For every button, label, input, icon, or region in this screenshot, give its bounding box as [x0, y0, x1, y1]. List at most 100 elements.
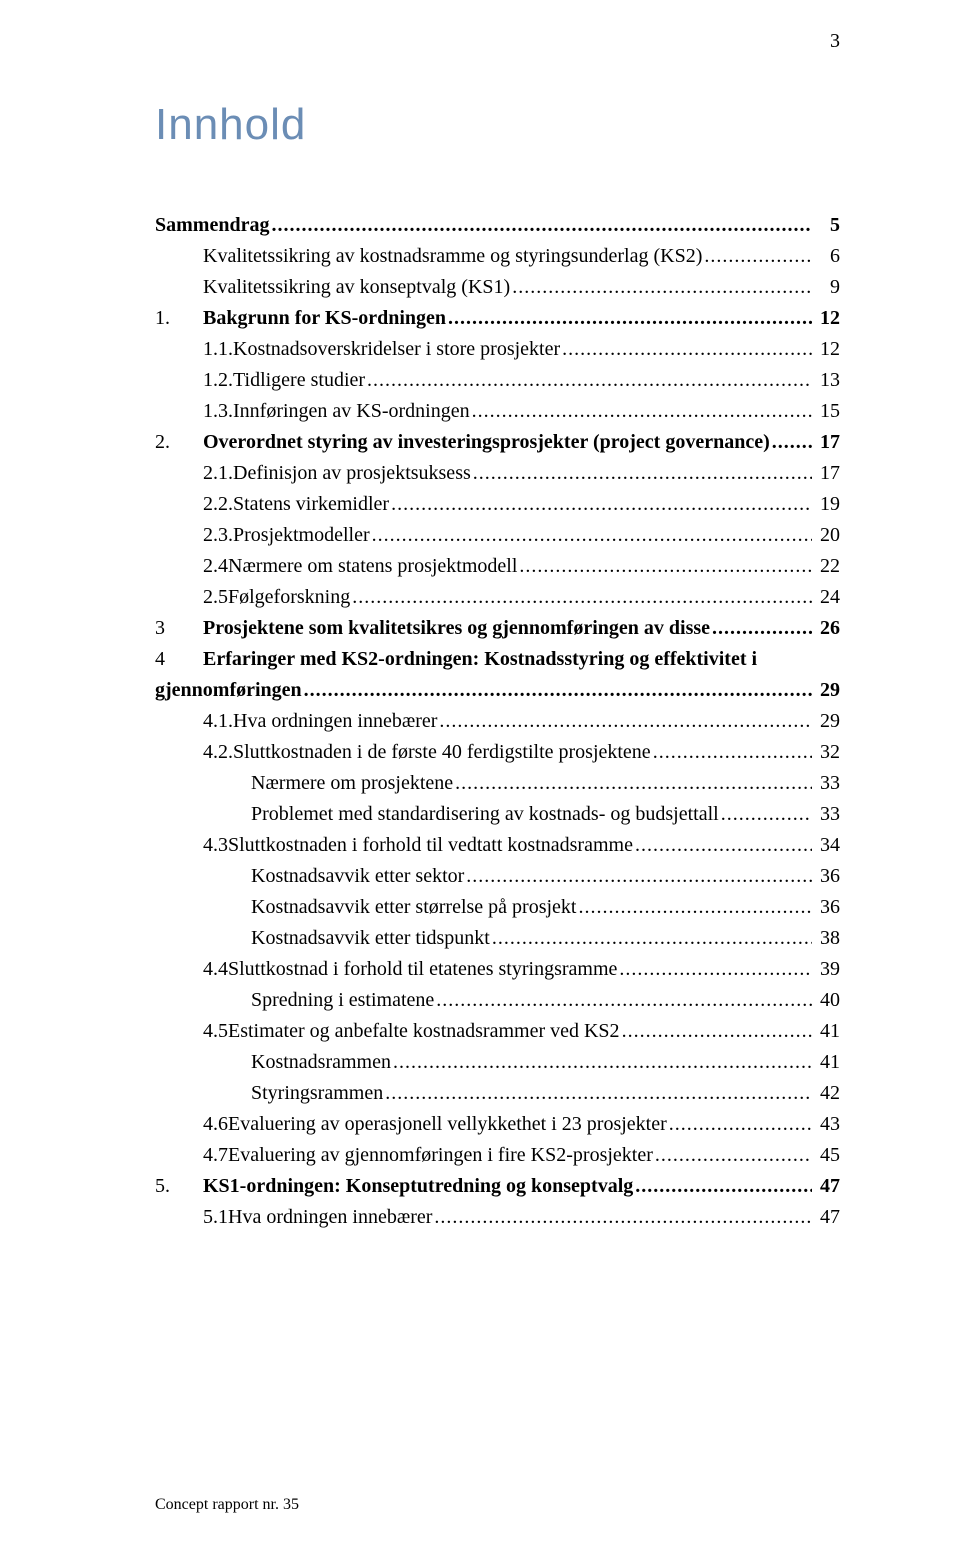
toc-entry: 4.1.Hva ordningen innebærer.............…	[155, 706, 840, 737]
toc-entry: 5.1Hva ordningen innebærer..............…	[155, 1202, 840, 1233]
toc-leader-dots: ........................................…	[473, 458, 812, 489]
toc-number: 4	[155, 644, 203, 675]
toc-page: 38	[812, 923, 840, 954]
toc-page: 34	[812, 830, 840, 861]
toc-page: 20	[812, 520, 840, 551]
toc-label: Evaluering av gjennomføringen i fire KS2…	[228, 1140, 655, 1171]
toc-leader-dots: ........................................…	[372, 520, 812, 551]
toc-leader-dots: ........................................…	[772, 427, 812, 458]
toc-page: 45	[812, 1140, 840, 1171]
toc-entry: 2.4Nærmere om statens prosjektmodell....…	[155, 551, 840, 582]
toc-entry: Sammendrag..............................…	[155, 210, 840, 241]
toc-number: 4.2.	[155, 737, 233, 768]
toc-label: Nærmere om prosjektene	[251, 768, 455, 799]
toc-leader-dots: ........................................…	[635, 1171, 812, 1202]
toc-leader-dots: ........................................…	[519, 551, 812, 582]
toc-label: Prosjektmodeller	[233, 520, 372, 551]
toc-page: 15	[812, 396, 840, 427]
toc-leader-dots: ........................................…	[721, 799, 812, 830]
toc-entry: Kvalitetssikring av kostnadsramme og sty…	[155, 241, 840, 272]
toc-entry: 4.4Sluttkostnad i forhold til etatenes s…	[155, 954, 840, 985]
toc-label: Hva ordningen innebærer	[233, 706, 439, 737]
toc-entry: 1.1.Kostnadsoverskridelser i store prosj…	[155, 334, 840, 365]
toc-page: 6	[812, 241, 840, 272]
toc-page: 43	[812, 1109, 840, 1140]
toc-leader-dots: ........................................…	[304, 675, 812, 706]
toc-leader-dots: ........................................…	[434, 1202, 812, 1233]
toc-page: 26	[812, 613, 840, 644]
toc-page: 5	[812, 210, 840, 241]
toc-leader-dots: ........................................…	[385, 1078, 812, 1109]
toc-number: 4.3	[155, 830, 228, 861]
toc-label: Spredning i estimatene	[251, 985, 436, 1016]
toc-entry: gjennomføringen.........................…	[155, 675, 840, 706]
toc-page: 39	[812, 954, 840, 985]
toc-leader-dots: ........................................…	[436, 985, 812, 1016]
toc-page: 47	[812, 1171, 840, 1202]
toc-label: Evaluering av operasjonell vellykkethet …	[228, 1109, 669, 1140]
toc-entry: 2.2.Statens virkemidler.................…	[155, 489, 840, 520]
toc-label: Sluttkostnad i forhold til etatenes styr…	[228, 954, 619, 985]
toc-number: 4.1.	[155, 706, 233, 737]
toc-entry: Styringsrammen..........................…	[155, 1078, 840, 1109]
toc-number: 2.	[155, 427, 203, 458]
toc-label: gjennomføringen	[155, 675, 304, 706]
toc-leader-dots: ........................................…	[455, 768, 812, 799]
toc-label: Estimater og anbefalte kostnadsrammer ve…	[228, 1016, 622, 1047]
toc-entry: 2.5Følgeforskning.......................…	[155, 582, 840, 613]
toc-page: 13	[812, 365, 840, 396]
toc-leader-dots: ........................................…	[704, 241, 812, 272]
toc-number: 4.5	[155, 1016, 228, 1047]
toc-leader-dots: ........................................…	[391, 489, 812, 520]
toc-entry: 1.Bakgrunn for KS-ordningen.............…	[155, 303, 840, 334]
toc-label: Kostnadsoverskridelser i store prosjekte…	[233, 334, 562, 365]
toc-entry: 4.7Evaluering av gjennomføringen i fire …	[155, 1140, 840, 1171]
toc-label: Definisjon av prosjektsuksess	[233, 458, 473, 489]
toc-page: 17	[812, 427, 840, 458]
toc-label: Hva ordningen innebærer	[228, 1202, 434, 1233]
toc-label: Kostnadsavvik etter sektor	[251, 861, 466, 892]
toc-page: 33	[812, 768, 840, 799]
toc-entry: 1.2.Tidligere studier...................…	[155, 365, 840, 396]
toc-number: 2.1.	[155, 458, 233, 489]
toc-label: Kostnadsavvik etter størrelse på prosjek…	[251, 892, 578, 923]
toc-page: 19	[812, 489, 840, 520]
toc-entry: 4.2.Sluttkostnaden i de første 40 ferdig…	[155, 737, 840, 768]
footer-text: Concept rapport nr. 35	[155, 1496, 299, 1514]
toc-label: Nærmere om statens prosjektmodell	[228, 551, 519, 582]
toc-label: Innføringen av KS-ordningen	[233, 396, 472, 427]
toc-leader-dots: ........................................…	[622, 1016, 812, 1047]
toc-leader-dots: ........................................…	[492, 923, 812, 954]
toc-number: 1.	[155, 303, 203, 334]
toc-label: Prosjektene som kvalitetsikres og gjenno…	[203, 613, 712, 644]
toc-leader-dots: ........................................…	[655, 1140, 812, 1171]
toc-number: 1.2.	[155, 365, 233, 396]
toc-entry: Kvalitetssikring av konseptvalg (KS1)...…	[155, 272, 840, 303]
toc-number: 1.1.	[155, 334, 233, 365]
toc-leader-dots: ........................................…	[562, 334, 812, 365]
toc-page: 41	[812, 1016, 840, 1047]
toc-page: 36	[812, 892, 840, 923]
toc-label: Sluttkostnaden i forhold til vedtatt kos…	[228, 830, 635, 861]
toc-page: 32	[812, 737, 840, 768]
toc-label: Kvalitetssikring av konseptvalg (KS1)	[203, 272, 512, 303]
toc-label: Statens virkemidler	[233, 489, 391, 520]
toc-entry: 2.1.Definisjon av prosjektsuksess.......…	[155, 458, 840, 489]
toc-leader-dots: ........................................…	[512, 272, 812, 303]
toc-label: Erfaringer med KS2-ordningen: Kostnadsst…	[203, 644, 759, 675]
toc-label: Sluttkostnaden i de første 40 ferdigstil…	[233, 737, 653, 768]
toc-entry: Kostnadsavvik etter sektor..............…	[155, 861, 840, 892]
toc-label: Overordnet styring av investeringsprosje…	[203, 427, 772, 458]
toc-number: 1.3.	[155, 396, 233, 427]
toc-page: 41	[812, 1047, 840, 1078]
toc-label: Styringsrammen	[251, 1078, 385, 1109]
toc-entry: 3Prosjektene som kvalitetsikres og gjenn…	[155, 613, 840, 644]
toc-entry: Kostnadsavvik etter størrelse på prosjek…	[155, 892, 840, 923]
toc-page: 9	[812, 272, 840, 303]
toc-entry: 1.3.Innføringen av KS-ordningen.........…	[155, 396, 840, 427]
toc-label: Problemet med standardisering av kostnad…	[251, 799, 721, 830]
toc-page: 40	[812, 985, 840, 1016]
toc-page: 12	[812, 303, 840, 334]
toc-leader-dots: ........................................…	[439, 706, 812, 737]
toc-entry: 4.5Estimater og anbefalte kostnadsrammer…	[155, 1016, 840, 1047]
